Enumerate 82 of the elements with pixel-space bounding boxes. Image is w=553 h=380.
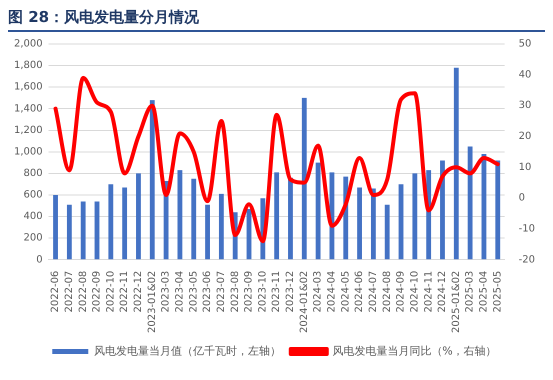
x-tick-label: 2024-04 bbox=[326, 270, 338, 312]
bar bbox=[66, 204, 72, 260]
bar bbox=[108, 184, 114, 260]
y2-tick-label: 40 bbox=[518, 69, 532, 80]
x-tick-label: 2024-06 bbox=[354, 270, 366, 312]
legend-label: 风电发电量当月值（亿千瓦时，左轴） bbox=[94, 344, 281, 358]
x-tick-label: 2025-04 bbox=[478, 270, 490, 312]
y-tick-label: 200 bbox=[24, 232, 43, 244]
bar bbox=[80, 201, 86, 260]
x-tick-label: 2024-08 bbox=[382, 270, 393, 312]
bar bbox=[246, 209, 252, 260]
bar bbox=[384, 204, 390, 260]
x-tick-label: 2022-10 bbox=[105, 270, 116, 312]
x-tick-label: 2023-04 bbox=[174, 270, 186, 312]
y-tick-label: 1,800 bbox=[14, 60, 43, 72]
y2-tick-label: 50 bbox=[518, 38, 532, 50]
y-tick-label: 400 bbox=[24, 211, 43, 222]
x-tick-label: 2023-01&02 bbox=[146, 270, 158, 334]
x-tick-label: 2022-09 bbox=[92, 270, 103, 312]
x-tick-label: 2023-12 bbox=[285, 270, 296, 312]
x-tick-label: 2022-08 bbox=[78, 270, 89, 312]
x-tick-label: 2022-07 bbox=[64, 270, 75, 312]
y2-tick-label: -20 bbox=[518, 254, 536, 266]
bar bbox=[205, 204, 210, 260]
legend-label: 风电发电量当月同比（%，右轴） bbox=[332, 344, 497, 358]
bar bbox=[288, 178, 293, 260]
y2-tick-label: 10 bbox=[518, 162, 532, 173]
bar bbox=[316, 162, 321, 260]
x-tick-label: 2025-05 bbox=[492, 270, 504, 312]
y-tick-label: 2,000 bbox=[14, 38, 43, 50]
bar bbox=[53, 194, 58, 260]
bar bbox=[398, 184, 404, 260]
y-tick-label: 1,400 bbox=[14, 103, 43, 114]
bar bbox=[136, 173, 141, 260]
y-tick-label: 1,000 bbox=[14, 146, 43, 158]
bar bbox=[218, 194, 224, 260]
y-tick-label: 1,600 bbox=[14, 82, 43, 93]
bar bbox=[454, 68, 459, 260]
x-tick-label: 2023-06 bbox=[202, 270, 214, 312]
y2-tick-label: 0 bbox=[518, 192, 526, 204]
y2-tick-label: -10 bbox=[518, 223, 536, 234]
x-tick-label: 2024-11 bbox=[423, 270, 434, 312]
x-tick-label: 2025-01&02 bbox=[450, 270, 462, 334]
bar bbox=[357, 187, 362, 260]
x-tick-label: 2023-08 bbox=[230, 270, 241, 312]
line-series bbox=[54, 76, 500, 244]
y-tick-label: 0 bbox=[36, 254, 43, 266]
bar bbox=[122, 187, 128, 260]
x-tick-label: 2023-05 bbox=[188, 270, 200, 312]
y-tick-label: 600 bbox=[24, 190, 43, 201]
bar bbox=[370, 188, 376, 260]
y2-tick-label: 30 bbox=[518, 100, 532, 112]
x-tick-label: 2023-10 bbox=[257, 270, 268, 312]
x-tick-label: 2024-10 bbox=[409, 270, 420, 312]
bar bbox=[94, 201, 100, 260]
bar bbox=[302, 98, 307, 260]
x-tick-label: 2024-12 bbox=[437, 270, 448, 312]
y2-tick-label: 20 bbox=[518, 131, 532, 142]
x-tick-label: 2024-03 bbox=[312, 270, 324, 312]
bar bbox=[482, 154, 486, 260]
x-tick-label: 2023-07 bbox=[216, 270, 227, 312]
x-tick-label: 2024-05 bbox=[340, 270, 352, 312]
x-tick-label: 2023-11 bbox=[271, 270, 282, 312]
x-tick-label: 2022-06 bbox=[50, 270, 62, 312]
bar bbox=[440, 160, 445, 260]
x-tick-label: 2024-09 bbox=[396, 270, 407, 312]
x-tick-label: 2024-01&02 bbox=[298, 270, 310, 334]
bar bbox=[468, 146, 473, 260]
x-tick-label: 2025-03 bbox=[464, 270, 476, 312]
y-tick-label: 800 bbox=[24, 168, 43, 180]
bar bbox=[330, 172, 334, 260]
bar bbox=[412, 173, 418, 260]
y-tick-label: 1,200 bbox=[14, 124, 43, 136]
x-tick-label: 2024-07 bbox=[368, 270, 379, 312]
x-tick-label: 2022-12 bbox=[133, 270, 144, 312]
x-tick-label: 2023-09 bbox=[244, 270, 255, 312]
x-tick-label: 2023-03 bbox=[160, 270, 172, 312]
bar bbox=[191, 178, 196, 260]
chart-title: 图 28：风电发电量分月情况 bbox=[8, 8, 545, 32]
x-tick-label: 2022-11 bbox=[119, 270, 130, 312]
bar bbox=[177, 170, 182, 260]
bar bbox=[274, 172, 280, 260]
